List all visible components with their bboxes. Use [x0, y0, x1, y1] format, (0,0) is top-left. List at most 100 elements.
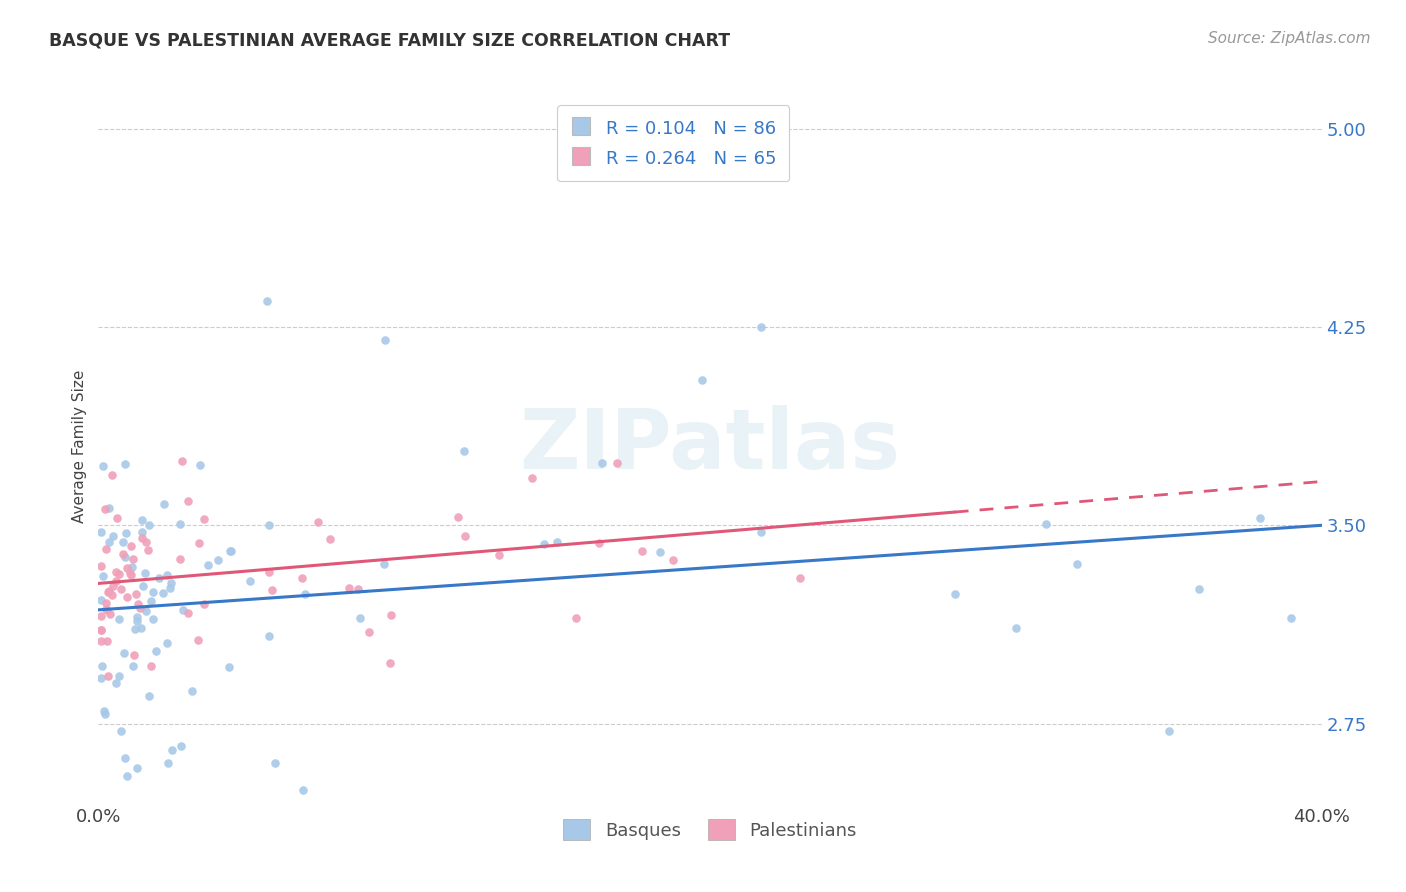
- Point: [263, 756, 285, 771]
- Point: [112, 646, 135, 660]
- Point: [122, 552, 145, 566]
- Point: [93, 459, 115, 474]
- Point: [259, 629, 281, 643]
- Point: [101, 579, 124, 593]
- Point: [90, 623, 112, 637]
- Point: [131, 513, 153, 527]
- Point: [90, 623, 112, 637]
- Point: [294, 587, 316, 601]
- Point: [129, 621, 152, 635]
- Point: [488, 548, 510, 562]
- Point: [606, 456, 628, 470]
- Point: [114, 751, 136, 765]
- Point: [90, 525, 112, 540]
- Point: [122, 658, 145, 673]
- Point: [160, 576, 183, 591]
- Point: [94, 602, 117, 616]
- Point: [307, 515, 329, 529]
- Point: [170, 454, 193, 468]
- Point: [170, 739, 193, 754]
- Point: [160, 743, 183, 757]
- Point: [207, 553, 229, 567]
- Point: [193, 597, 215, 611]
- Point: [291, 782, 314, 797]
- Point: [139, 594, 162, 608]
- Point: [120, 567, 142, 582]
- Point: [125, 614, 148, 628]
- Point: [97, 585, 120, 599]
- Point: [104, 566, 127, 580]
- Point: [1249, 511, 1271, 525]
- Point: [159, 581, 181, 595]
- Point: [98, 584, 121, 599]
- Point: [260, 582, 283, 597]
- Point: [177, 493, 200, 508]
- Point: [520, 471, 543, 485]
- Point: [98, 501, 121, 516]
- Point: [319, 532, 342, 546]
- Point: [90, 558, 112, 573]
- Point: [115, 560, 138, 574]
- Point: [90, 593, 112, 607]
- Point: [108, 612, 131, 626]
- Point: [114, 549, 136, 564]
- Point: [105, 574, 128, 588]
- Point: [156, 567, 179, 582]
- Point: [789, 571, 811, 585]
- Point: [187, 535, 209, 549]
- Point: [110, 723, 132, 738]
- Point: [1157, 724, 1180, 739]
- Point: [131, 524, 153, 539]
- Point: [447, 510, 470, 524]
- Point: [373, 557, 395, 571]
- Point: [139, 659, 162, 673]
- Point: [453, 443, 475, 458]
- Point: [101, 529, 124, 543]
- Point: [90, 633, 112, 648]
- Point: [546, 535, 568, 549]
- Point: [94, 502, 117, 516]
- Point: [291, 570, 314, 584]
- Y-axis label: Average Family Size: Average Family Size: [72, 369, 87, 523]
- Text: BASQUE VS PALESTINIAN AVERAGE FAMILY SIZE CORRELATION CHART: BASQUE VS PALESTINIAN AVERAGE FAMILY SIZ…: [49, 31, 730, 49]
- Point: [662, 553, 685, 567]
- Point: [565, 611, 588, 625]
- Point: [134, 566, 156, 581]
- Point: [96, 633, 118, 648]
- Point: [125, 610, 148, 624]
- Point: [127, 598, 149, 612]
- Point: [1004, 622, 1026, 636]
- Point: [110, 582, 132, 597]
- Point: [90, 671, 112, 685]
- Point: [124, 622, 146, 636]
- Point: [98, 534, 121, 549]
- Point: [108, 566, 131, 581]
- Point: [156, 756, 179, 771]
- Point: [135, 534, 157, 549]
- Point: [156, 636, 179, 650]
- Point: [152, 586, 174, 600]
- Point: [1035, 517, 1057, 532]
- Point: [359, 624, 381, 639]
- Point: [257, 565, 280, 579]
- Point: [190, 458, 212, 472]
- Point: [197, 558, 219, 572]
- Point: [256, 293, 278, 308]
- Point: [93, 704, 115, 718]
- Point: [90, 659, 112, 673]
- Point: [136, 543, 159, 558]
- Point: [131, 579, 153, 593]
- Point: [219, 543, 242, 558]
- Point: [112, 547, 135, 561]
- Point: [101, 588, 124, 602]
- Point: [943, 587, 966, 601]
- Point: [138, 689, 160, 703]
- Point: [115, 769, 138, 783]
- Point: [588, 536, 610, 550]
- Point: [104, 675, 127, 690]
- Point: [152, 497, 174, 511]
- Point: [127, 761, 149, 775]
- Point: [94, 541, 117, 556]
- Point: [749, 320, 772, 334]
- Point: [349, 610, 371, 624]
